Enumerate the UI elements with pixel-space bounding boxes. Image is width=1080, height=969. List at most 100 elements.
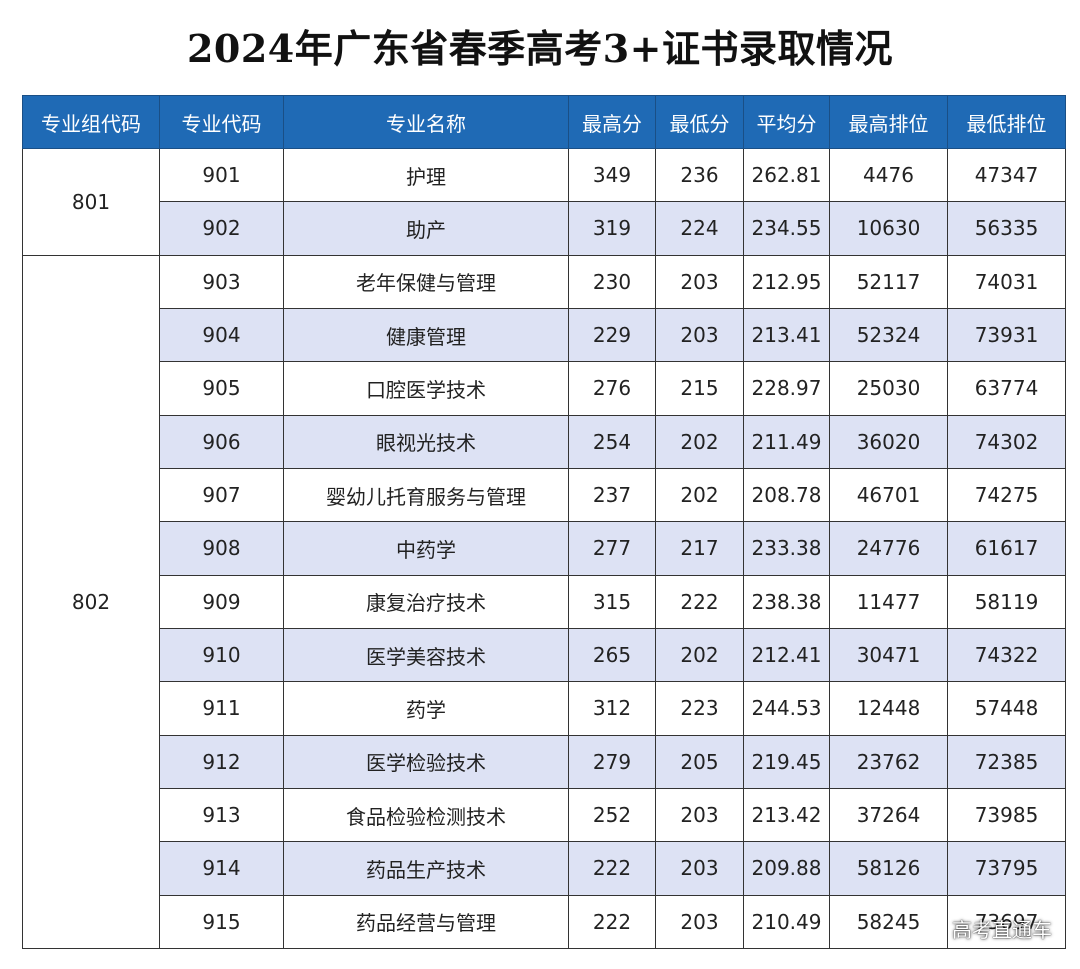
table-cell: 238.38 bbox=[743, 574, 830, 629]
table-cell: 236 bbox=[655, 147, 744, 203]
table-cell: 口腔医学技术 bbox=[283, 361, 569, 416]
table-cell: 213.41 bbox=[743, 307, 830, 363]
table-cell: 244.53 bbox=[743, 681, 830, 736]
table-cell: 203 bbox=[655, 254, 744, 309]
table-cell: 12448 bbox=[829, 681, 948, 736]
table-cell: 315 bbox=[568, 574, 656, 629]
table-cell: 73985 bbox=[947, 787, 1066, 843]
table-cell: 食品检验检测技术 bbox=[283, 787, 569, 843]
table-cell: 208.78 bbox=[743, 467, 830, 523]
table-cell: 279 bbox=[568, 734, 656, 789]
table-cell: 907 bbox=[159, 467, 284, 523]
table-cell: 58126 bbox=[829, 841, 948, 896]
table-row: 908 中药学 277 217 233.38 24776 61617 bbox=[23, 521, 1066, 576]
table-row: 911 药学 312 223 244.53 12448 57448 bbox=[23, 681, 1066, 736]
table-cell: 52324 bbox=[829, 307, 948, 363]
table-row: 912 医学检验技术 279 205 219.45 23762 72385 bbox=[23, 734, 1066, 789]
header-cell: 专业组代码 bbox=[22, 95, 160, 149]
table-cell: 212.95 bbox=[743, 254, 830, 309]
table-row: 801 901 护理 349 236 262.81 4476 47347 bbox=[22, 147, 1066, 256]
table-cell: 药品经营与管理 bbox=[283, 894, 569, 950]
header-cell: 平均分 bbox=[743, 95, 830, 149]
table-cell: 助产 bbox=[283, 201, 569, 256]
table-row: 904 健康管理 229 203 213.41 52324 73931 bbox=[23, 307, 1066, 363]
table-cell: 222 bbox=[568, 894, 656, 950]
page-title: 2024年广东省春季高考3+证书录取情况 bbox=[186, 26, 894, 71]
table-cell: 237 bbox=[568, 467, 656, 523]
table-cell: 203 bbox=[655, 841, 744, 896]
header-row: 专业组代码 专业代码 专业名称 最高分 最低分 平均分 最高排位 最低排位 bbox=[22, 95, 1066, 149]
table-cell: 72385 bbox=[947, 734, 1066, 789]
table-cell: 医学检验技术 bbox=[283, 734, 569, 789]
group-code-cell: 802 bbox=[22, 254, 160, 950]
table-cell: 健康管理 bbox=[283, 307, 569, 363]
watermark: 高考直通车 bbox=[952, 918, 1052, 942]
table-cell: 212.41 bbox=[743, 627, 830, 683]
table-cell: 222 bbox=[568, 841, 656, 896]
table-cell: 婴幼儿托育服务与管理 bbox=[283, 467, 569, 523]
table-cell: 224 bbox=[655, 201, 744, 256]
table-cell: 10630 bbox=[829, 201, 948, 256]
header-cell: 最高排位 bbox=[829, 95, 948, 149]
table-cell: 医学美容技术 bbox=[283, 627, 569, 683]
table-cell: 52117 bbox=[829, 254, 948, 309]
table-cell: 30471 bbox=[829, 627, 948, 683]
table-cell: 222 bbox=[655, 574, 744, 629]
table-row: 802 903 老年保健与管理 230 203 212.95 52117 74031 bbox=[22, 254, 1066, 950]
table-cell: 眼视光技术 bbox=[283, 414, 569, 469]
table-cell: 老年保健与管理 bbox=[283, 254, 569, 309]
table-cell: 912 bbox=[159, 734, 284, 789]
header-cell: 最高分 bbox=[568, 95, 656, 149]
table-cell: 56335 bbox=[947, 201, 1066, 256]
table-cell: 911 bbox=[159, 681, 284, 736]
table-cell: 58245 bbox=[829, 894, 948, 950]
table-cell: 康复治疗技术 bbox=[283, 574, 569, 629]
table-cell: 57448 bbox=[947, 681, 1066, 736]
table-cell: 229 bbox=[568, 307, 656, 363]
table-cell: 202 bbox=[655, 627, 744, 683]
table-cell: 312 bbox=[568, 681, 656, 736]
table-cell: 228.97 bbox=[743, 361, 830, 416]
table-cell: 74275 bbox=[947, 467, 1066, 523]
table-cell: 904 bbox=[159, 307, 284, 363]
header-cell: 最低分 bbox=[655, 95, 744, 149]
table-cell: 902 bbox=[159, 201, 284, 256]
table-cell: 203 bbox=[655, 307, 744, 363]
table-cell: 202 bbox=[655, 467, 744, 523]
table-cell: 223 bbox=[655, 681, 744, 736]
table-cell: 205 bbox=[655, 734, 744, 789]
table-cell: 915 bbox=[159, 894, 284, 950]
table-cell: 217 bbox=[655, 521, 744, 576]
table-cell: 73931 bbox=[947, 307, 1066, 363]
table-row: 915 药品经营与管理 222 203 210.49 58245 73697 bbox=[23, 894, 1066, 950]
table-row: 905 口腔医学技术 276 215 228.97 25030 63774 bbox=[23, 361, 1066, 416]
table-cell: 203 bbox=[655, 787, 744, 843]
table-cell: 37264 bbox=[829, 787, 948, 843]
header-cell: 专业名称 bbox=[283, 95, 569, 149]
table-row: 910 医学美容技术 265 202 212.41 30471 74322 bbox=[23, 627, 1066, 683]
table-cell: 药学 bbox=[283, 681, 569, 736]
table-cell: 210.49 bbox=[743, 894, 830, 950]
table-cell: 905 bbox=[159, 361, 284, 416]
table-cell: 252 bbox=[568, 787, 656, 843]
table-cell: 46701 bbox=[829, 467, 948, 523]
table-cell: 914 bbox=[159, 841, 284, 896]
table-cell: 213.42 bbox=[743, 787, 830, 843]
table-cell: 903 bbox=[159, 254, 284, 309]
table-cell: 913 bbox=[159, 787, 284, 843]
table-cell: 910 bbox=[159, 627, 284, 683]
table-cell: 中药学 bbox=[283, 521, 569, 576]
table-cell: 234.55 bbox=[743, 201, 830, 256]
table-cell: 262.81 bbox=[743, 147, 830, 203]
table-row: 902 助产 319 224 234.55 10630 56335 bbox=[23, 201, 1066, 256]
table-cell: 203 bbox=[655, 894, 744, 950]
admission-table: 专业组代码 专业代码 专业名称 最高分 最低分 平均分 最高排位 最低排位 80… bbox=[22, 95, 1066, 950]
table-cell: 11477 bbox=[829, 574, 948, 629]
table-cell: 319 bbox=[568, 201, 656, 256]
header-cell: 最低排位 bbox=[947, 95, 1066, 149]
table-cell: 906 bbox=[159, 414, 284, 469]
table-cell: 211.49 bbox=[743, 414, 830, 469]
table-cell: 护理 bbox=[283, 147, 569, 203]
table-cell: 24776 bbox=[829, 521, 948, 576]
table-cell: 74322 bbox=[947, 627, 1066, 683]
